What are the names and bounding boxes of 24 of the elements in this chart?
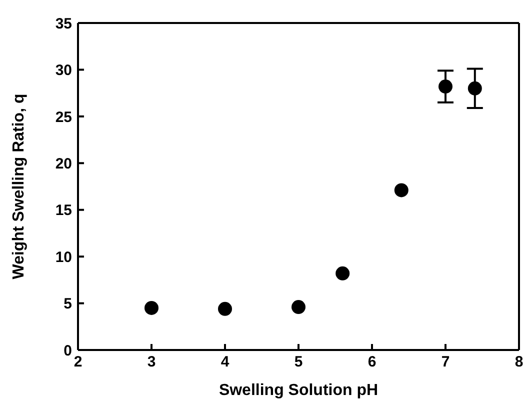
- x-tick-label: 5: [294, 354, 303, 371]
- point: [394, 183, 408, 198]
- y-tick-label: 20: [55, 155, 72, 172]
- y-tick-label: 35: [55, 15, 72, 32]
- x-tick-label: 8: [514, 354, 524, 371]
- x-tick-label: 2: [74, 354, 82, 371]
- point: [468, 81, 482, 96]
- y-tick-label: 30: [55, 62, 72, 80]
- y-tick-label: 15: [55, 202, 72, 220]
- x-tick-label: 4: [220, 354, 230, 371]
- y-axis-title: Weight Swelling Ratio, q: [10, 94, 28, 280]
- point: [292, 300, 306, 314]
- x-tick-label: 6: [368, 354, 376, 371]
- point: [218, 302, 232, 316]
- y-tick-label: 5: [64, 296, 72, 313]
- y-tick-label: 0: [64, 342, 72, 360]
- x-axis-title: Swelling Solution pH: [218, 382, 378, 399]
- point: [438, 80, 452, 94]
- point: [144, 300, 158, 315]
- x-tick-label: 3: [147, 354, 156, 371]
- y-tick-label: 25: [55, 108, 72, 126]
- x-tick-label: 7: [441, 354, 450, 371]
- point: [336, 266, 350, 280]
- y-tick-label: 10: [55, 248, 72, 266]
